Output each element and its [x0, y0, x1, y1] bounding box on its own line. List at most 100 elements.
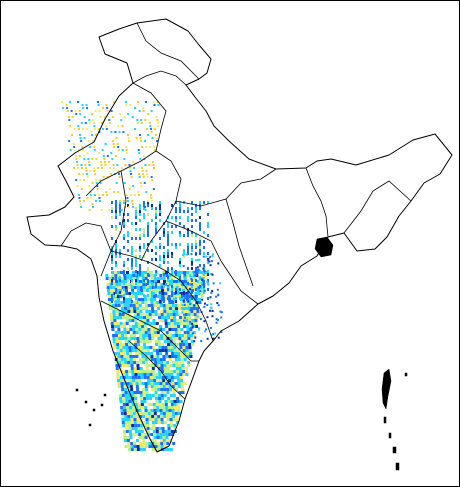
- data-point: [121, 415, 125, 418]
- data-point: [183, 255, 185, 258]
- data-point: [121, 334, 125, 337]
- data-point: [155, 285, 157, 288]
- data-point: [114, 304, 118, 307]
- data-point: [139, 313, 143, 316]
- data-point: [172, 418, 176, 421]
- data-point: [156, 406, 160, 409]
- data-point: [131, 403, 135, 406]
- data-point: [121, 394, 125, 397]
- data-point: [137, 194, 140, 196]
- data-point: [183, 331, 187, 334]
- data-point: [160, 394, 164, 397]
- data-point: [203, 291, 205, 294]
- data-point: [148, 445, 152, 448]
- data-point: [93, 194, 96, 196]
- data-point: [157, 125, 160, 127]
- data-point: [123, 237, 125, 240]
- data-point: [126, 412, 130, 415]
- data-point: [194, 322, 198, 325]
- data-point: [151, 291, 153, 294]
- data-point: [123, 234, 125, 237]
- data-point: [136, 340, 140, 343]
- data-point: [163, 261, 165, 264]
- data-point: [150, 301, 154, 304]
- data-point: [147, 231, 149, 234]
- data-point: [118, 173, 121, 175]
- data-point: [206, 304, 209, 307]
- data-point: [137, 101, 139, 103]
- data-point: [136, 313, 140, 316]
- data-point: [123, 352, 127, 355]
- data-point: [144, 325, 148, 328]
- data-point: [167, 376, 171, 379]
- data-point: [151, 204, 153, 207]
- data-point: [148, 280, 152, 283]
- data-point: [179, 258, 181, 261]
- data-point: [120, 409, 124, 412]
- data-point: [82, 155, 85, 157]
- data-point: [133, 448, 137, 451]
- data-point: [141, 436, 145, 439]
- data-point: [171, 352, 175, 355]
- data-point: [181, 361, 185, 364]
- data-point: [145, 313, 149, 316]
- data-point: [167, 249, 169, 252]
- data-point: [140, 403, 144, 406]
- data-point: [182, 346, 186, 349]
- data-point: [154, 445, 158, 448]
- data-point: [126, 328, 130, 331]
- data-point: [167, 255, 169, 258]
- data-point: [193, 310, 197, 313]
- data-point: [190, 337, 194, 340]
- data-point: [157, 334, 161, 337]
- data-point: [163, 334, 167, 337]
- data-point: [111, 216, 113, 219]
- data-point: [167, 231, 169, 234]
- data-point: [145, 394, 149, 397]
- data-point: [160, 361, 164, 364]
- data-point: [146, 349, 150, 352]
- data-point: [199, 286, 203, 289]
- data-point: [143, 207, 145, 210]
- data-point: [188, 322, 192, 325]
- data-point: [185, 289, 189, 292]
- data-point: [150, 271, 153, 274]
- data-point: [180, 385, 184, 388]
- data-point: [139, 137, 142, 139]
- data-point: [116, 376, 120, 379]
- data-point: [123, 246, 125, 249]
- data-point: [200, 340, 203, 343]
- data-point: [203, 270, 206, 273]
- data-point: [187, 300, 190, 303]
- data-point: [141, 406, 145, 409]
- data-point: [139, 334, 143, 337]
- data-point: [187, 279, 189, 282]
- data-point: [175, 283, 179, 286]
- data-point: [159, 409, 163, 412]
- data-point: [153, 146, 156, 148]
- data-point: [151, 418, 155, 421]
- data-point: [185, 319, 189, 322]
- data-point: [171, 282, 173, 285]
- data-point: [171, 300, 173, 303]
- data-point: [186, 355, 190, 358]
- data-point: [143, 246, 145, 249]
- data-point: [122, 322, 126, 325]
- data-point: [141, 274, 145, 277]
- data-point: [149, 427, 153, 430]
- data-point: [123, 406, 127, 409]
- data-point: [207, 222, 209, 225]
- data-point: [154, 313, 158, 316]
- data-point: [112, 140, 115, 142]
- data-point: [171, 288, 173, 291]
- data-point: [189, 320, 192, 323]
- data-point: [189, 271, 192, 274]
- data-point: [132, 185, 135, 187]
- data-point: [139, 421, 143, 424]
- data-point: [131, 346, 135, 349]
- data-point: [215, 321, 218, 324]
- data-point: [168, 379, 172, 382]
- data-point: [120, 277, 124, 280]
- data-point: [155, 343, 159, 346]
- data-point: [175, 421, 179, 424]
